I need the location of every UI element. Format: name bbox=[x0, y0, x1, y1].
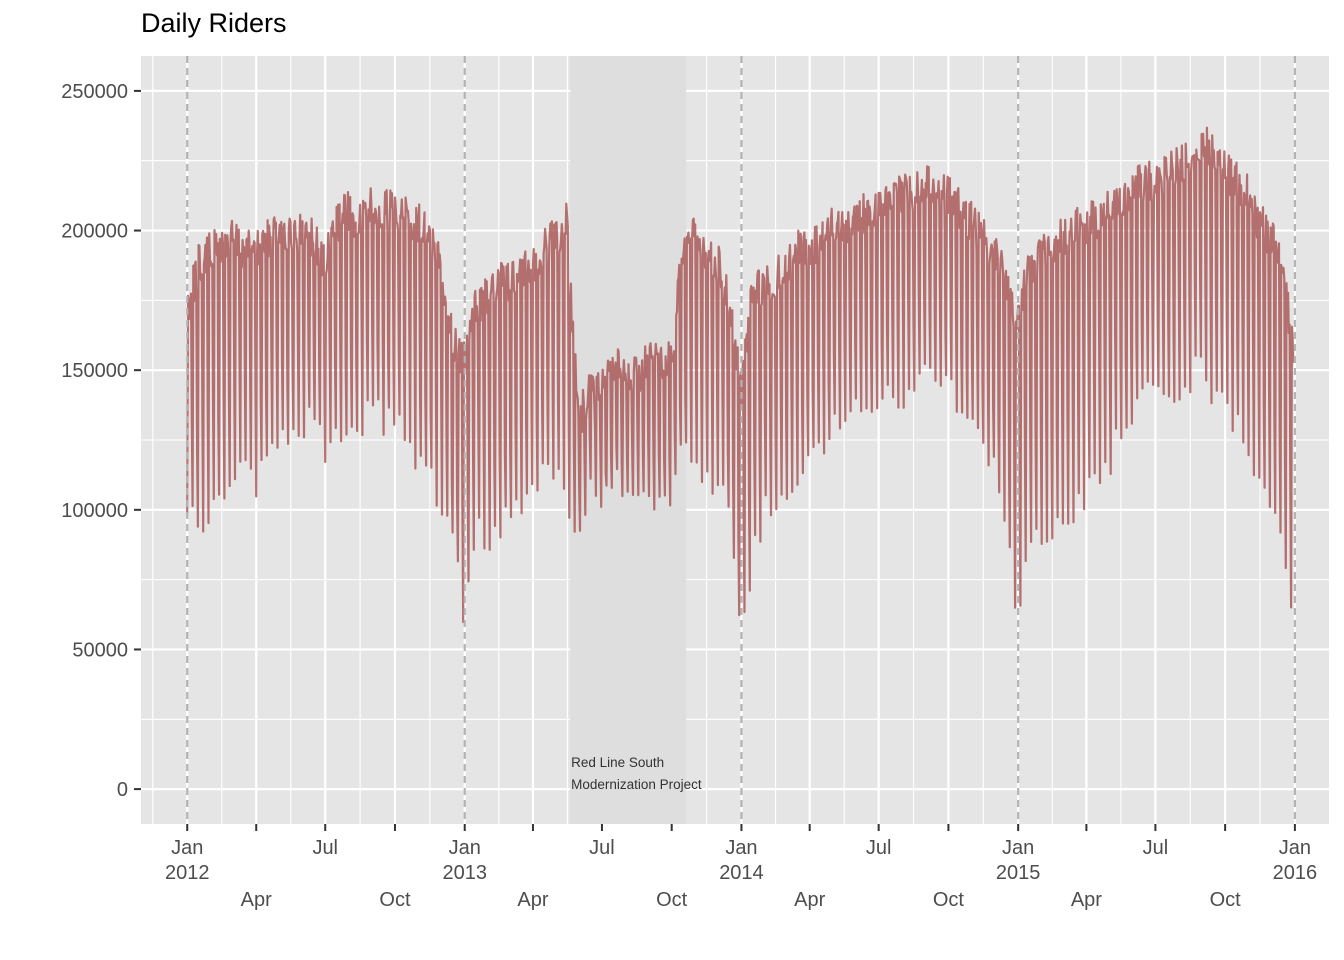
x-tick-label: Jan bbox=[1002, 837, 1034, 859]
y-tick-label: 50000 bbox=[72, 639, 128, 661]
x-tick-label: Jan bbox=[449, 837, 481, 859]
x-tick-label: 2015 bbox=[996, 862, 1041, 884]
x-tick-label: Oct bbox=[1210, 889, 1242, 911]
x-tick-label: Jul bbox=[589, 837, 615, 859]
x-tick-label: Jul bbox=[312, 837, 338, 859]
y-tick-label: 0 bbox=[117, 779, 128, 801]
y-tick-label: 150000 bbox=[61, 360, 128, 382]
y-tick-label: 100000 bbox=[61, 500, 128, 522]
y-axis: 0 50000 100000 150000 200000 250000 bbox=[61, 81, 141, 801]
x-tick-label: Oct bbox=[379, 889, 411, 911]
x-tick-label: Jul bbox=[1143, 837, 1169, 859]
annotation-line: Modernization Project bbox=[571, 777, 702, 792]
x-tick-label: Jan bbox=[725, 837, 757, 859]
shaded-period-annotation: Red Line South Modernization Project bbox=[571, 755, 702, 792]
x-tick-label: Jan bbox=[171, 837, 203, 859]
annotation-line: Red Line South bbox=[571, 755, 664, 770]
x-tick-label: Apr bbox=[517, 889, 548, 911]
x-tick-label: 2013 bbox=[442, 862, 487, 884]
y-tick-label: 200000 bbox=[61, 221, 128, 243]
x-tick-label: Oct bbox=[656, 889, 688, 911]
x-tick-label: Jan bbox=[1279, 837, 1311, 859]
x-tick-label: 2012 bbox=[165, 862, 210, 884]
x-tick-label: Apr bbox=[1071, 889, 1102, 911]
year-boundary-lines bbox=[186, 56, 1296, 824]
x-axis: Jan 2012 Apr Jul Oct Jan 2013 Apr Jul Oct Jan 2014 A… bbox=[165, 824, 1317, 911]
chart-title: Daily Riders bbox=[141, 8, 287, 38]
x-tick-label: Oct bbox=[933, 889, 965, 911]
x-tick-label: 2016 bbox=[1273, 862, 1318, 884]
x-tick-label: Apr bbox=[241, 889, 272, 911]
x-tick-label: Jul bbox=[866, 837, 892, 859]
y-tick-label: 250000 bbox=[61, 81, 128, 103]
x-tick-label: 2014 bbox=[719, 862, 764, 884]
x-tick-label: Apr bbox=[794, 889, 825, 911]
